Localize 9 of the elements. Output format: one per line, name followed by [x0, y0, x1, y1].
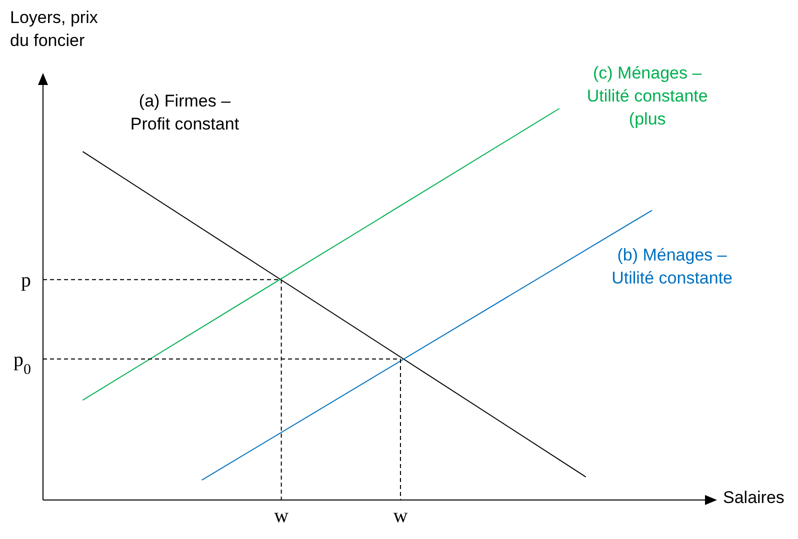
- series-label: (b) Ménages – Utilité constante: [612, 245, 733, 288]
- x-tick-label: w: [393, 505, 408, 528]
- text: p$_{0}$: [14, 349, 31, 378]
- y-axis-title: Loyers, prix du foncier: [10, 7, 98, 52]
- text: p: [21, 270, 31, 292]
- x-axis-title: Salaires: [723, 488, 784, 508]
- series-label: (c) Ménages – Utilité constante (plus: [586, 63, 708, 128]
- x-tick-label: w: [274, 505, 290, 528]
- text: (a) Firmes – Profit constant: [130, 92, 240, 134]
